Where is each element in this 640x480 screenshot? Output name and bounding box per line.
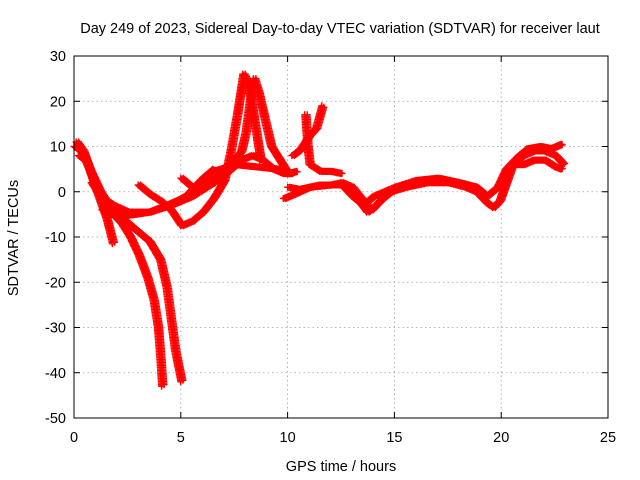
data-point bbox=[284, 170, 292, 178]
y-tick-label: -50 bbox=[45, 411, 66, 427]
data-point bbox=[158, 382, 166, 390]
y-tick-label: 0 bbox=[58, 185, 66, 201]
x-axis-label: GPS time / hours bbox=[286, 459, 396, 475]
data-point bbox=[557, 165, 565, 173]
plot-frame bbox=[73, 55, 609, 419]
y-tick-label: -40 bbox=[45, 366, 66, 382]
data-point bbox=[292, 167, 300, 175]
y-tick-label: 30 bbox=[50, 49, 66, 65]
grid bbox=[74, 56, 608, 418]
data-point bbox=[256, 156, 264, 164]
x-tick-label: 20 bbox=[493, 430, 509, 446]
y-tick-label: -20 bbox=[45, 275, 66, 291]
x-tick-label: 5 bbox=[177, 430, 185, 446]
y-tick-label: 20 bbox=[50, 94, 66, 110]
y-tick-label: -10 bbox=[45, 230, 66, 246]
data-point bbox=[561, 160, 569, 167]
data-point bbox=[177, 378, 185, 386]
y-tick-label: 10 bbox=[50, 140, 66, 156]
chart-title: Day 249 of 2023, Sidereal Day-to-day VTE… bbox=[80, 21, 600, 37]
y-tick-label: -30 bbox=[45, 321, 66, 337]
data-point bbox=[392, 186, 400, 194]
data-point bbox=[559, 161, 567, 169]
x-tick-label: 10 bbox=[280, 430, 296, 446]
x-tick-label: 0 bbox=[70, 430, 78, 446]
data-markers bbox=[70, 70, 569, 390]
data-point bbox=[390, 186, 398, 193]
x-tick-label: 15 bbox=[386, 430, 402, 446]
data-point bbox=[557, 140, 565, 148]
x-tick-label: 25 bbox=[600, 430, 616, 446]
y-axis-label: SDTVAR / TECUs bbox=[6, 180, 22, 296]
data-point bbox=[318, 102, 326, 110]
axis-ticks: 0 5 10 15 20 25 -50 -40 -30 -20 -10 0 10 20 30 bbox=[45, 49, 616, 446]
data-point bbox=[337, 170, 345, 178]
data-point bbox=[108, 240, 116, 248]
